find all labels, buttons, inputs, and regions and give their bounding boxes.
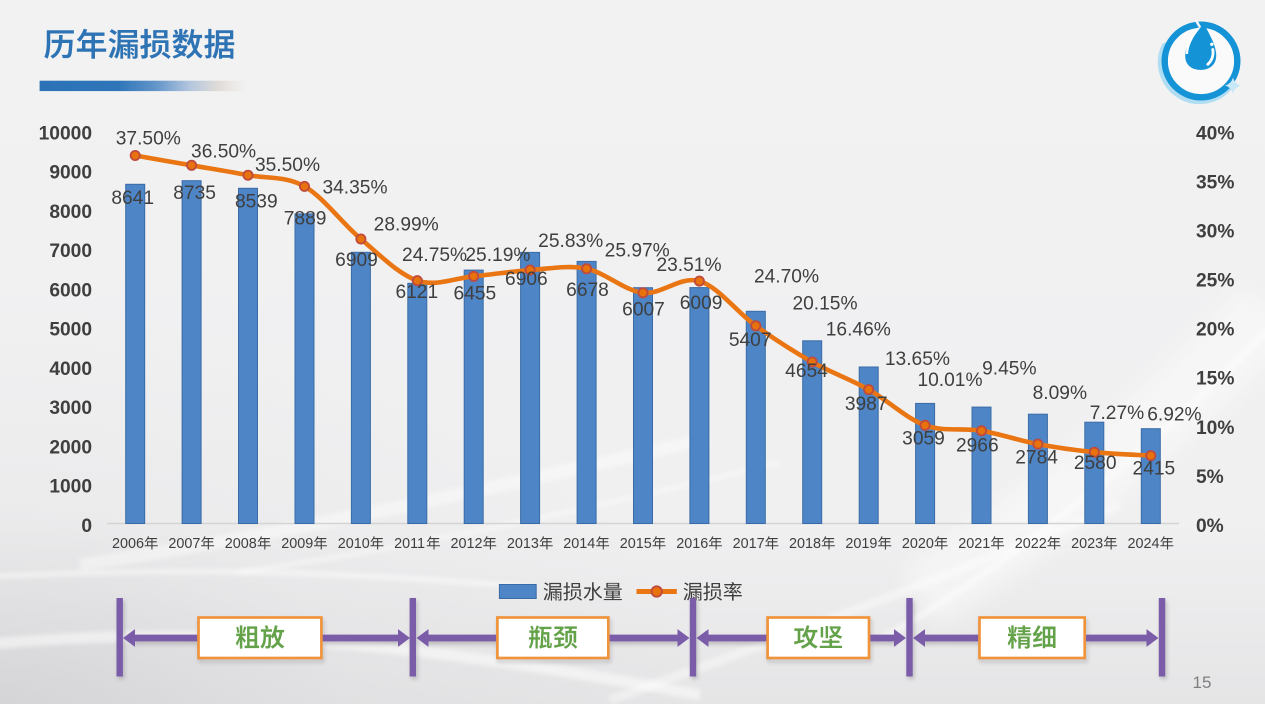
- svg-text:6121: 6121: [395, 282, 438, 303]
- svg-text:25.97%: 25.97%: [605, 240, 670, 261]
- svg-text:5407: 5407: [729, 330, 772, 351]
- svg-text:24.70%: 24.70%: [754, 267, 819, 288]
- svg-text:2016: 2016: [676, 536, 708, 552]
- svg-text:4000: 4000: [49, 359, 92, 380]
- svg-text:6455: 6455: [454, 283, 497, 304]
- svg-text:30%: 30%: [1196, 222, 1234, 243]
- svg-text:20.15%: 20.15%: [792, 294, 857, 315]
- svg-text:2007: 2007: [168, 536, 200, 552]
- svg-text:2015: 2015: [620, 536, 652, 552]
- svg-text:16.46%: 16.46%: [826, 319, 891, 340]
- svg-text:3000: 3000: [49, 398, 92, 419]
- svg-text:2010: 2010: [338, 536, 370, 552]
- svg-text:3059: 3059: [902, 429, 945, 450]
- svg-text:3987: 3987: [845, 394, 888, 415]
- svg-text:2008: 2008: [225, 536, 257, 552]
- svg-text:2014: 2014: [563, 536, 595, 552]
- svg-text:2013: 2013: [507, 536, 539, 552]
- svg-text:0%: 0%: [1196, 516, 1224, 537]
- svg-text:35%: 35%: [1196, 173, 1234, 194]
- svg-text:6909: 6909: [335, 250, 378, 271]
- svg-text:13.65%: 13.65%: [885, 349, 950, 370]
- svg-text:8641: 8641: [111, 188, 154, 209]
- svg-text:35.50%: 35.50%: [255, 155, 320, 176]
- svg-text:8000: 8000: [49, 202, 92, 223]
- svg-text:25%: 25%: [1196, 271, 1234, 292]
- svg-text:2011: 2011: [394, 536, 425, 552]
- svg-text:37.50%: 37.50%: [116, 129, 181, 150]
- svg-text:2017: 2017: [733, 536, 765, 552]
- svg-text:8735: 8735: [173, 183, 216, 204]
- svg-text:8.09%: 8.09%: [1033, 383, 1087, 404]
- svg-text:40%: 40%: [1196, 123, 1234, 144]
- svg-text:2006: 2006: [112, 536, 144, 552]
- svg-text:7000: 7000: [49, 241, 92, 262]
- svg-text:2415: 2415: [1133, 459, 1176, 480]
- svg-text:2009: 2009: [281, 536, 313, 552]
- svg-text:10.01%: 10.01%: [917, 370, 982, 391]
- svg-text:7.27%: 7.27%: [1090, 403, 1144, 424]
- svg-text:6007: 6007: [622, 300, 665, 321]
- svg-text:2966: 2966: [956, 435, 999, 456]
- svg-text:15: 15: [1193, 673, 1212, 692]
- svg-text:9000: 9000: [49, 163, 92, 184]
- svg-text:5%: 5%: [1196, 467, 1224, 488]
- svg-text:7889: 7889: [284, 209, 327, 230]
- svg-text:2012: 2012: [451, 536, 483, 552]
- svg-text:6000: 6000: [49, 280, 92, 301]
- svg-text:2024: 2024: [1128, 536, 1160, 552]
- svg-text:2019: 2019: [845, 536, 877, 552]
- svg-text:10%: 10%: [1196, 418, 1234, 439]
- svg-text:34.35%: 34.35%: [322, 178, 387, 199]
- svg-text:6678: 6678: [566, 280, 609, 301]
- svg-text:2023: 2023: [1071, 536, 1103, 552]
- svg-text:28.99%: 28.99%: [374, 215, 439, 236]
- svg-text:8539: 8539: [235, 192, 278, 213]
- svg-text:5000: 5000: [49, 320, 92, 341]
- svg-text:6009: 6009: [680, 293, 723, 314]
- svg-text:2784: 2784: [1015, 448, 1058, 469]
- svg-text:10000: 10000: [39, 123, 92, 144]
- svg-text:2580: 2580: [1074, 453, 1117, 474]
- svg-text:23.51%: 23.51%: [656, 255, 721, 276]
- svg-text:24.75%: 24.75%: [402, 245, 467, 266]
- svg-text:6906: 6906: [505, 269, 548, 290]
- svg-text:4654: 4654: [785, 361, 828, 382]
- svg-text:9.45%: 9.45%: [982, 358, 1036, 379]
- svg-text:0: 0: [81, 516, 92, 537]
- svg-text:36.50%: 36.50%: [191, 141, 256, 162]
- svg-text:6.92%: 6.92%: [1147, 405, 1201, 426]
- svg-text:20%: 20%: [1196, 320, 1234, 341]
- svg-text:25.83%: 25.83%: [538, 231, 603, 252]
- svg-text:1000: 1000: [49, 477, 92, 498]
- svg-text:15%: 15%: [1196, 369, 1234, 390]
- svg-text:2022: 2022: [1015, 536, 1047, 552]
- svg-text:2000: 2000: [49, 437, 92, 458]
- svg-text:2018: 2018: [789, 536, 821, 552]
- svg-text:25.19%: 25.19%: [465, 245, 530, 266]
- svg-text:2021: 2021: [958, 536, 990, 552]
- svg-text:2020: 2020: [902, 536, 934, 552]
